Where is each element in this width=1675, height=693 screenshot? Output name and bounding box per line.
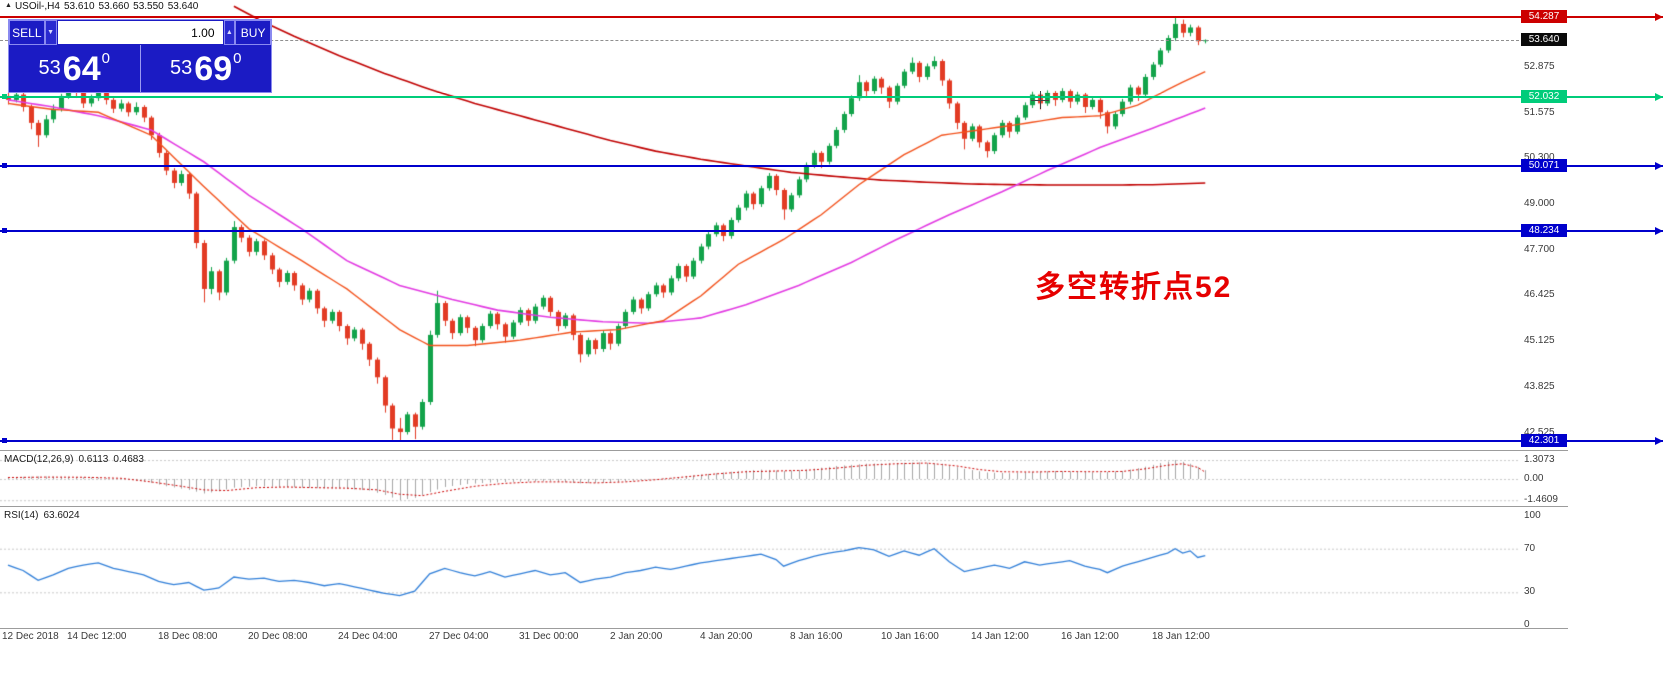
ohlc-open: 53.610 [63,1,95,12]
horizontal-level-line[interactable] [0,162,1663,171]
macd-value-main: 0.6113 [78,454,109,465]
time-axis-label: 2 Jan 20:00 [610,631,663,642]
macd-tick-label: 1.3073 [1524,454,1555,466]
horizontal-level-line[interactable] [0,436,1663,445]
ohlc-low: 53.550 [133,1,164,12]
rsi-value: 63.6024 [43,510,80,521]
panel-separator [0,506,1568,507]
rsi-tick-label: 0 [1524,619,1530,630]
buy-price-display[interactable]: 53 69 0 [139,45,272,92]
buy-button[interactable]: BUY [235,20,271,45]
ohlc-high: 53.660 [98,1,130,12]
trade-panel-controls: SELL ▼ ▲ BUY [9,20,271,45]
time-axis-label: 8 Jan 16:00 [790,631,843,642]
time-axis-label: 31 Dec 00:00 [519,631,579,642]
panel-separator [0,628,1568,629]
price-tick-label: 45.125 [1524,335,1555,347]
price-tick-label: 42.525 [1524,426,1555,438]
volume-increase-button[interactable]: ▲ [223,20,236,45]
time-axis-label: 27 Dec 04:00 [429,631,489,642]
rsi-tick-label: 70 [1524,542,1536,554]
price-line-badge: 53.640 [1521,33,1567,47]
macd-name: MACD(12,26,9) [4,454,74,465]
volume-input[interactable] [57,21,223,44]
price-line-badge: 42.301 [1521,433,1567,447]
volume-decrease-button[interactable]: ▼ [44,20,57,45]
time-axis-label: 4 Jan 20:00 [700,631,753,642]
time-axis-label: 14 Jan 12:00 [971,631,1029,642]
line-arrow-icon [1655,162,1663,171]
rsi-indicator-label: RSI(14) 63.6024 [4,510,85,521]
chart-marker-icon: ▲ [5,2,12,9]
price-line-badge: 54.287 [1521,10,1567,24]
chart-title: ▲ USOil-,H4 53.610 53.660 53.550 53.640 [5,1,202,12]
line-arrow-icon [1655,93,1663,101]
horizontal-level-line[interactable] [0,227,1663,236]
line-handle-icon [2,228,7,234]
price-line-badge: 52.032 [1521,90,1567,103]
sell-price-sup: 0 [101,50,110,67]
sell-price-small: 53 [38,57,61,79]
time-axis-label: 20 Dec 08:00 [248,631,308,642]
macd-panel-canvas[interactable] [0,450,1520,507]
line-arrow-icon [1655,13,1663,22]
price-line-badge: 50.071 [1521,159,1567,173]
chart-symbol-period: USOil-,H4 [14,1,60,12]
buy-price-small: 53 [170,57,193,79]
price-tick-label: 43.825 [1524,380,1555,392]
price-tick-label: 52.875 [1524,61,1555,73]
time-axis-label: 10 Jan 16:00 [881,631,939,642]
sell-button[interactable]: SELL [9,20,45,45]
time-axis-label: 18 Jan 12:00 [1152,631,1210,642]
line-handle-icon [2,163,7,169]
time-axis-label: 18 Dec 08:00 [158,631,218,642]
time-axis-label: 16 Jan 12:00 [1061,631,1119,642]
time-axis-label: 14 Dec 12:00 [67,631,127,642]
time-axis-label: 12 Dec 2018 [2,631,59,642]
rsi-panel-canvas[interactable] [0,507,1520,628]
buy-price-big: 69 [194,49,233,88]
time-axis-label: 24 Dec 04:00 [338,631,398,642]
trade-panel-prices: 53 64 0 53 69 0 [9,45,271,92]
rsi-tick-label: 100 [1524,510,1541,521]
macd-tick-label: 0.00 [1524,473,1544,484]
macd-value-signal: 0.4683 [113,454,144,465]
price-tick-label: 51.575 [1524,107,1555,119]
line-arrow-icon [1655,436,1663,445]
price-tick-label: 49.000 [1524,198,1555,210]
line-handle-icon [2,94,7,99]
chevron-up-icon: ▲ [225,29,233,36]
sell-price-display[interactable]: 53 64 0 [9,45,140,92]
price-tick-label: 50.300 [1524,152,1555,164]
chart-annotation-text[interactable]: 多空转折点52 [1035,271,1233,304]
buy-price-sup: 0 [233,50,242,67]
chevron-down-icon: ▼ [47,29,55,36]
ohlc-close: 53.640 [167,1,199,12]
crosshair-horizontal [1031,100,1049,101]
panel-separator [0,450,1568,451]
line-arrow-icon [1655,227,1663,236]
current-price-line [0,40,1519,42]
rsi-name: RSI(14) [4,510,39,521]
horizontal-level-line[interactable] [0,13,1663,22]
macd-tick-label: -1.4609 [1524,494,1558,506]
price-tick-label: 47.700 [1524,244,1555,256]
horizontal-level-line[interactable] [0,93,1663,101]
sell-price-big: 64 [62,49,101,88]
line-handle-icon [2,437,7,443]
price-tick-label: 46.425 [1524,289,1555,301]
rsi-tick-label: 30 [1524,586,1536,598]
macd-indicator-label: MACD(12,26,9) 0.6113 0.4683 [4,454,149,465]
price-line-badge: 48.234 [1521,224,1567,238]
